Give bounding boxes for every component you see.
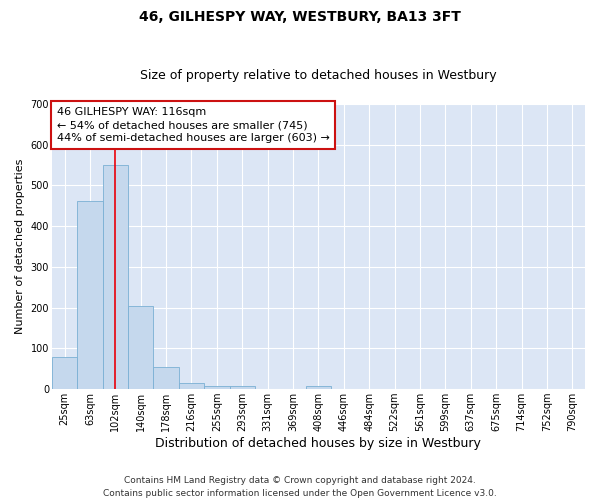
Bar: [204, 386, 230, 389]
Text: 46, GILHESPY WAY, WESTBURY, BA13 3FT: 46, GILHESPY WAY, WESTBURY, BA13 3FT: [139, 10, 461, 24]
Bar: [179, 383, 204, 389]
Title: Size of property relative to detached houses in Westbury: Size of property relative to detached ho…: [140, 69, 497, 82]
X-axis label: Distribution of detached houses by size in Westbury: Distribution of detached houses by size …: [155, 437, 481, 450]
Bar: [128, 306, 154, 389]
Text: 46 GILHESPY WAY: 116sqm
← 54% of detached houses are smaller (745)
44% of semi-d: 46 GILHESPY WAY: 116sqm ← 54% of detache…: [57, 107, 330, 144]
Bar: [52, 358, 77, 389]
Bar: [77, 201, 103, 389]
Bar: [230, 386, 255, 389]
Text: Contains HM Land Registry data © Crown copyright and database right 2024.
Contai: Contains HM Land Registry data © Crown c…: [103, 476, 497, 498]
Bar: [103, 165, 128, 389]
Bar: [306, 386, 331, 389]
Bar: [154, 367, 179, 389]
Y-axis label: Number of detached properties: Number of detached properties: [15, 159, 25, 334]
